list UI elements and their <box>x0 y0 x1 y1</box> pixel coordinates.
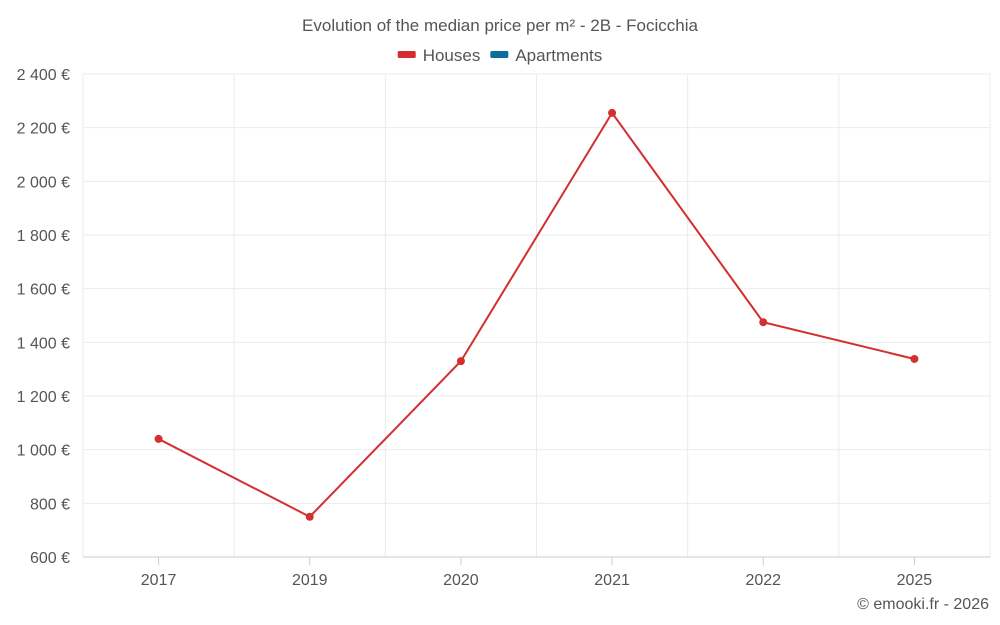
data-point <box>608 108 617 117</box>
y-tick-label: 2 200 € <box>17 121 70 138</box>
legend-label[interactable]: Houses <box>423 46 481 65</box>
x-tick-label: 2022 <box>745 572 781 589</box>
y-tick-label: 800 € <box>30 496 70 513</box>
y-tick-label: 1 200 € <box>17 389 70 406</box>
credit-text: © emooki.fr - 2026 <box>857 596 989 613</box>
y-tick-label: 2 400 € <box>17 67 70 84</box>
x-tick-label: 2021 <box>594 572 630 589</box>
x-tick-label: 2019 <box>292 572 328 589</box>
x-tick-label: 2020 <box>443 572 479 589</box>
legend-swatch <box>397 51 416 58</box>
legend[interactable]: Houses Apartments <box>397 46 603 65</box>
data-point <box>456 357 465 366</box>
x-tick-label: 2017 <box>141 572 177 589</box>
grid-layer <box>82 73 991 557</box>
axis-layer: 600 € 800 € 1 000 € 1 200 € 1 400 € 1 600 € 1 … <box>17 67 990 589</box>
data-point <box>154 434 163 443</box>
data-point <box>305 512 314 521</box>
legend-label[interactable]: Apartments <box>515 46 602 65</box>
data-point <box>759 318 768 327</box>
x-tick-label: 2025 <box>897 572 933 589</box>
legend-swatch <box>490 51 509 58</box>
series-layer <box>154 108 919 521</box>
chart-title: Evolution of the median price per m² - 2… <box>302 16 698 35</box>
y-tick-label: 1 800 € <box>17 228 70 245</box>
series-line <box>158 111 915 518</box>
y-tick-label: 600 € <box>30 550 70 567</box>
y-tick-label: 2 000 € <box>17 174 70 191</box>
y-tick-label: 1 600 € <box>17 282 70 299</box>
y-tick-label: 1 000 € <box>17 443 70 460</box>
y-tick-label: 1 400 € <box>17 335 70 352</box>
data-point <box>910 354 919 363</box>
